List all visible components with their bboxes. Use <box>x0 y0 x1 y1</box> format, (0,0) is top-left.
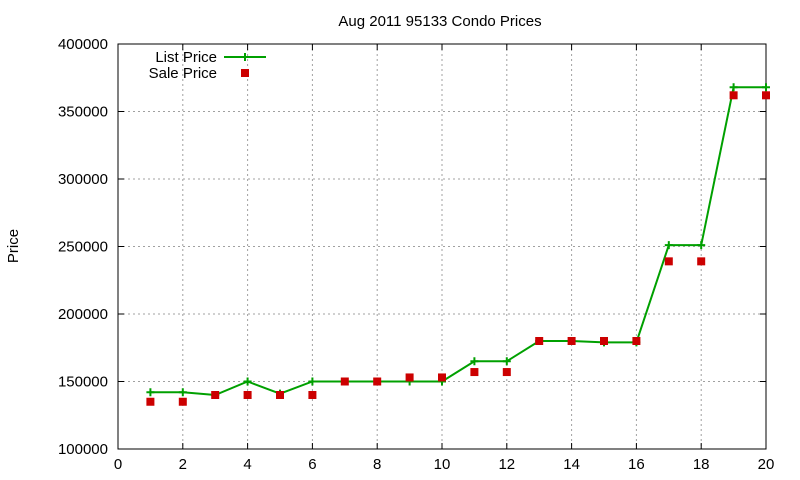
data-point <box>438 373 446 382</box>
y-tick-label: 100000 <box>58 441 108 458</box>
data-point <box>697 241 706 250</box>
data-point <box>502 357 511 366</box>
data-point <box>729 91 738 100</box>
data-point <box>178 388 187 397</box>
data-point <box>470 368 479 377</box>
data-point <box>146 397 155 406</box>
data-point <box>146 388 155 397</box>
y-tick-label: 300000 <box>58 171 108 188</box>
data-point <box>697 257 706 266</box>
x-tick-label: 20 <box>758 456 775 473</box>
x-tick-label: 2 <box>179 456 187 473</box>
data-point <box>664 241 673 250</box>
x-tick-label: 16 <box>628 456 645 473</box>
data-point <box>308 391 317 399</box>
y-tick-label: 150000 <box>58 374 108 391</box>
series-list-price <box>146 83 770 399</box>
data-point <box>762 91 770 100</box>
data-point <box>243 391 252 399</box>
tick-layer: 0 2 4 6 8 10 12 14 16 18 20 100000 150000 200000 25000… <box>58 36 774 473</box>
data-point <box>567 337 576 345</box>
data-point <box>308 377 317 386</box>
y-tick-label: 350000 <box>58 104 108 121</box>
y-axis-label: Price <box>5 229 22 263</box>
x-tick-label: 14 <box>563 456 580 473</box>
legend-label: List Price <box>155 49 217 66</box>
data-point <box>600 337 608 345</box>
series-line <box>150 86 766 397</box>
data-point <box>340 377 349 386</box>
data-point <box>178 397 187 406</box>
data-point <box>664 257 673 266</box>
legend-swatch-marker <box>241 53 249 61</box>
data-point <box>762 83 770 92</box>
y-tick-label: 250000 <box>58 239 108 256</box>
data-point <box>470 357 479 366</box>
data-point <box>405 373 414 382</box>
series-sale-price <box>146 91 770 406</box>
x-tick-label: 4 <box>243 456 251 473</box>
series-layer <box>146 83 770 406</box>
grid-layer <box>118 44 766 449</box>
data-point <box>276 391 284 399</box>
data-point <box>373 377 382 386</box>
x-tick-label: 6 <box>308 456 316 473</box>
chart-title: Aug 2011 95133 Condo Prices <box>338 13 541 30</box>
legend-swatch-marker <box>241 69 249 77</box>
x-tick-label: 0 <box>114 456 122 473</box>
x-tick-label: 8 <box>373 456 381 473</box>
y-tick-label: 200000 <box>58 306 108 323</box>
data-point <box>632 337 641 345</box>
legend-label: Sale Price <box>149 65 217 82</box>
data-point <box>502 368 511 377</box>
data-point <box>243 377 252 386</box>
x-tick-label: 10 <box>434 456 451 473</box>
y-tick-label: 400000 <box>58 36 108 53</box>
x-tick-label: 18 <box>693 456 710 473</box>
x-tick-label: 12 <box>498 456 515 473</box>
data-point <box>211 391 220 399</box>
data-point <box>535 337 544 345</box>
data-point <box>729 83 738 92</box>
